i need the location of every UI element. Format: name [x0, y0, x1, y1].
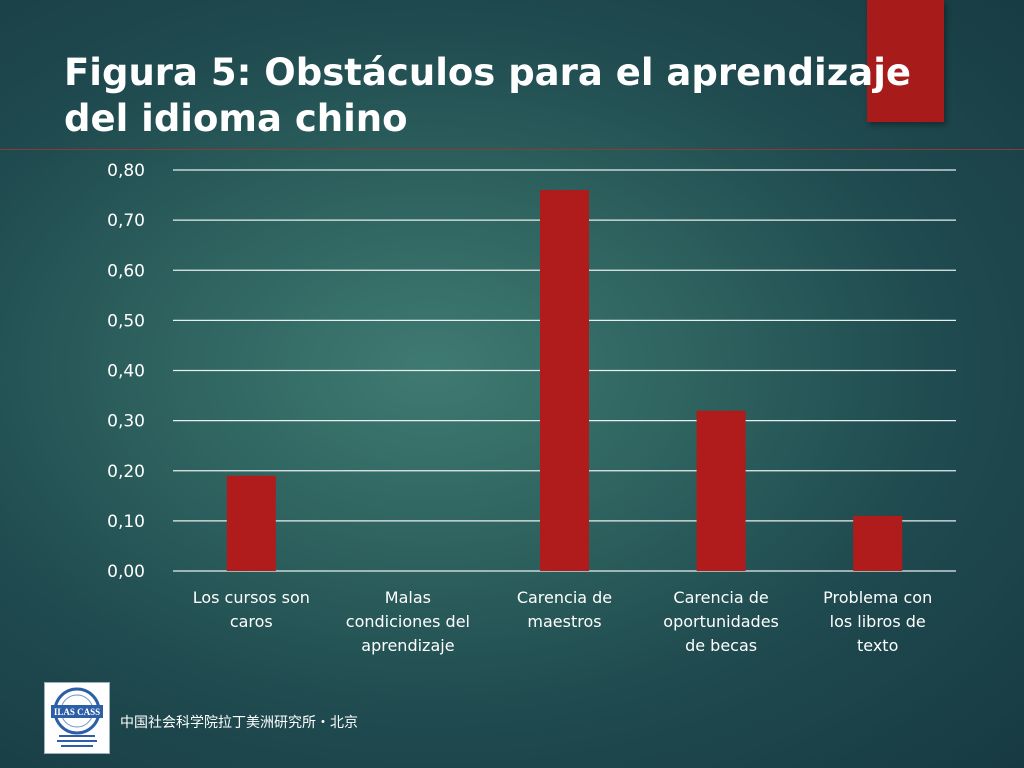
y-tick-label: 0,70: [107, 211, 145, 231]
y-tick-label: 0,60: [107, 261, 145, 281]
x-category-label: condiciones del: [346, 612, 470, 631]
x-category-label: caros: [230, 612, 273, 631]
x-category-label: los libros de: [830, 612, 926, 631]
x-category-label: Los cursos son: [193, 588, 310, 607]
y-tick-label: 0,30: [107, 412, 145, 432]
bar: [540, 190, 589, 572]
x-category-label: aprendizaje: [361, 636, 454, 655]
x-category-label: Carencia de: [517, 588, 612, 607]
x-category-label: texto: [857, 636, 898, 655]
x-category-label: oportunidades: [663, 612, 779, 631]
bar: [226, 475, 276, 571]
y-tick-label: 0,80: [107, 161, 145, 181]
title-divider: [0, 149, 1024, 150]
footer-institution-name: 中国社会科学院拉丁美洲研究所・北京: [120, 715, 358, 731]
slide-title: Figura 5: Obstáculos para el aprendizaje…: [64, 51, 911, 140]
x-category-label: de becas: [685, 636, 757, 655]
y-tick-label: 0,10: [107, 512, 145, 532]
accent-bar: [867, 0, 944, 122]
y-tick-label: 0,50: [107, 311, 145, 331]
x-category-label: Carencia de: [673, 588, 768, 607]
institution-logo: ILAS CASS: [44, 682, 110, 754]
y-tick-label: 0,40: [107, 362, 145, 382]
x-category-label: maestros: [527, 612, 601, 631]
y-tick-label: 0,00: [107, 562, 145, 582]
svg-text:ILAS CASS: ILAS CASS: [54, 707, 100, 717]
bar: [853, 515, 903, 571]
y-tick-label: 0,20: [107, 462, 145, 482]
bar-chart: 0,00 0,10 0,20 0,30 0,40 0,50 0,60 0,70 0,80 Los …: [107, 161, 956, 655]
bar: [696, 410, 746, 571]
x-category-label: Malas: [385, 588, 431, 607]
logo-emblem-icon: ILAS CASS: [51, 687, 103, 747]
x-category-label: Problema con: [823, 588, 932, 607]
